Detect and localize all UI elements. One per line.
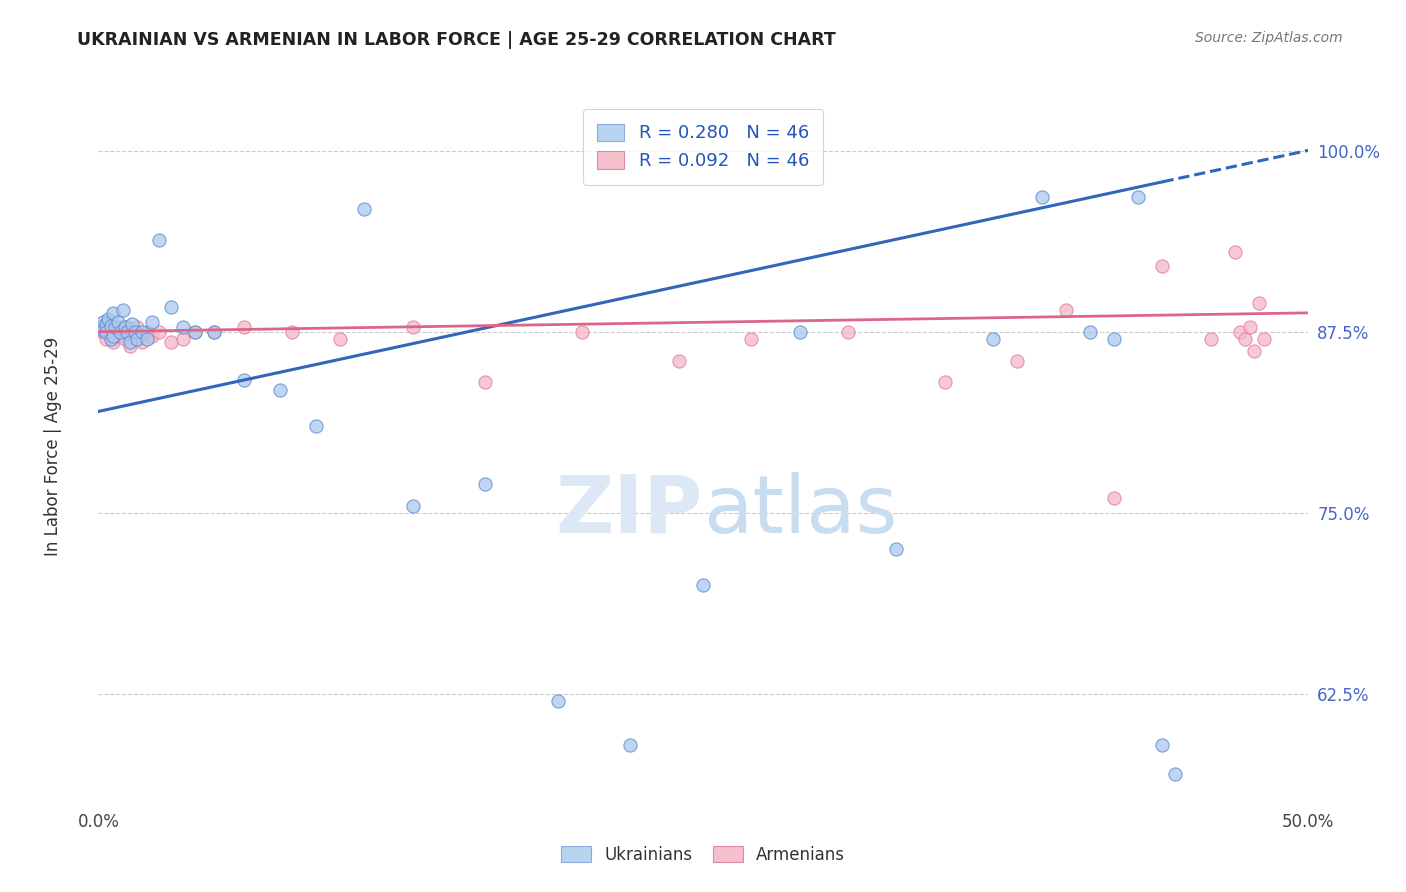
Point [111, 325, 134, 339]
Point [94, 318, 117, 332]
Point [232, 373, 254, 387]
Point [118, 339, 141, 353]
Point [118, 334, 141, 349]
Point [619, 738, 641, 752]
Point [121, 325, 143, 339]
Point [1239, 320, 1261, 334]
Point [1078, 325, 1101, 339]
Point [114, 320, 136, 334]
Text: ZIP: ZIP [555, 472, 703, 549]
Point [121, 318, 143, 332]
Legend: R = 0.280   N = 46, R = 0.092   N = 46: R = 0.280 N = 46, R = 0.092 N = 46 [582, 109, 824, 185]
Text: In Labor Force | Age 25-29: In Labor Force | Age 25-29 [45, 336, 62, 556]
Point [141, 315, 163, 329]
Legend: Ukrainians, Armenians: Ukrainians, Armenians [554, 839, 852, 871]
Point [131, 334, 153, 349]
Point [474, 376, 496, 390]
Point [91, 325, 114, 339]
Point [740, 332, 762, 346]
Point [172, 320, 194, 334]
Point [108, 320, 131, 334]
Point [101, 306, 124, 320]
Point [402, 499, 425, 513]
Point [97, 315, 120, 329]
Point [1007, 353, 1029, 368]
Point [981, 332, 1004, 346]
Point [141, 329, 163, 343]
Point [281, 325, 304, 339]
Point [571, 325, 593, 339]
Point [104, 320, 127, 334]
Point [101, 334, 124, 349]
Point [547, 694, 569, 708]
Point [135, 332, 157, 346]
Point [108, 325, 131, 339]
Point [886, 542, 908, 557]
Text: Source: ZipAtlas.com: Source: ZipAtlas.com [1195, 31, 1343, 45]
Point [474, 477, 496, 491]
Point [1223, 244, 1246, 259]
Point [104, 325, 127, 339]
Point [117, 325, 139, 339]
Text: UKRAINIAN VS ARMENIAN IN LABOR FORCE | AGE 25-29 CORRELATION CHART: UKRAINIAN VS ARMENIAN IN LABOR FORCE | A… [77, 31, 837, 49]
Point [402, 320, 425, 334]
Point [1102, 332, 1125, 346]
Point [148, 325, 170, 339]
Point [131, 325, 153, 339]
Point [1253, 332, 1275, 346]
Point [1163, 767, 1185, 781]
Point [100, 318, 122, 333]
Point [1152, 738, 1174, 752]
Point [184, 325, 207, 339]
Point [91, 323, 114, 337]
Point [107, 315, 129, 329]
Point [172, 332, 194, 346]
Point [232, 320, 254, 334]
Point [692, 578, 714, 592]
Point [204, 325, 226, 339]
Point [934, 376, 956, 390]
Point [135, 325, 157, 339]
Point [127, 332, 149, 346]
Point [1249, 295, 1271, 310]
Point [100, 325, 122, 339]
Point [148, 234, 170, 248]
Point [160, 334, 183, 349]
Point [1031, 190, 1053, 204]
Point [124, 325, 146, 339]
Text: atlas: atlas [703, 472, 897, 549]
Point [269, 383, 291, 397]
Point [160, 300, 183, 314]
Point [114, 332, 136, 346]
Point [668, 353, 690, 368]
Point [184, 325, 207, 339]
Point [353, 202, 375, 216]
Point [1152, 260, 1174, 274]
Point [91, 315, 114, 329]
Point [117, 320, 139, 334]
Point [1199, 332, 1222, 346]
Point [1054, 303, 1077, 318]
Point [1243, 343, 1265, 358]
Point [204, 325, 226, 339]
Point [1128, 190, 1150, 204]
Point [124, 332, 146, 346]
Point [100, 332, 122, 346]
Point [107, 329, 129, 343]
Point [1233, 332, 1256, 346]
Point [90, 320, 112, 334]
Point [97, 311, 120, 326]
Point [111, 303, 134, 318]
Point [94, 332, 117, 346]
Point [305, 419, 328, 434]
Point [1229, 325, 1251, 339]
Point [101, 329, 124, 343]
Point [127, 320, 149, 334]
Point [94, 325, 117, 339]
Point [789, 325, 811, 339]
Point [837, 325, 859, 339]
Point [1102, 491, 1125, 506]
Point [90, 320, 112, 334]
Point [329, 332, 352, 346]
